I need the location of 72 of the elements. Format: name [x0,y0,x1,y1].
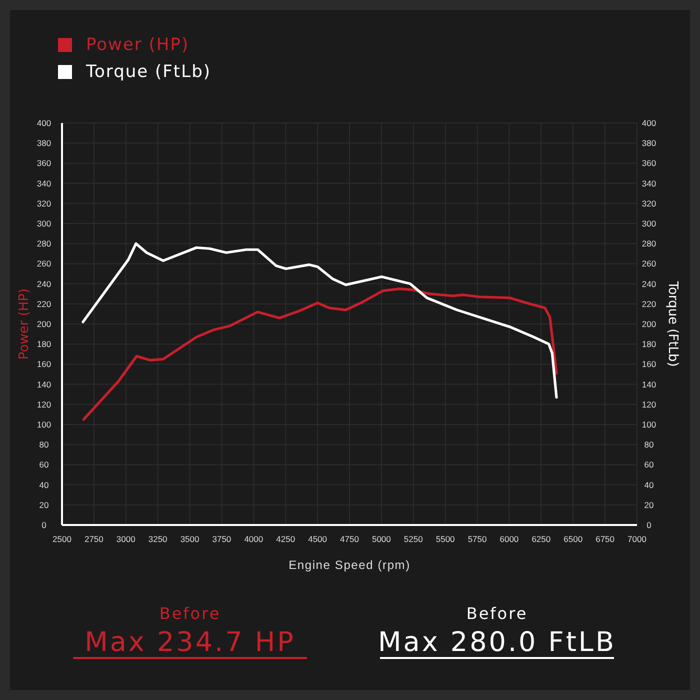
y2-tick-label: 360 [642,158,656,168]
y-tick-label: 280 [36,238,52,249]
y2-tick-label: 220 [642,298,656,309]
x-tick-label: 3500 [180,534,200,544]
y2-tick-label: 400 [642,118,656,128]
y-tick-label: 0 [42,520,47,530]
legend-label: Power (HP) [86,35,190,55]
y-tick-label: 220 [36,298,52,309]
y-tick-label: 20 [39,500,49,510]
x-tick-label: 4000 [244,534,264,544]
y2-tick-label: 140 [642,379,656,390]
line-series [82,288,558,421]
x-tick-label: 5250 [404,534,424,544]
x-tick-label: 7000 [628,534,647,544]
text: Max 280.0 FtLB [378,627,616,658]
text: Before [466,604,528,623]
y2-tick-label: 20 [644,500,654,510]
x-tick-label: 6000 [500,534,519,544]
y-tick-label: 260 [36,258,52,269]
y-tick-label: 200 [36,318,52,329]
y2-tick-label: 340 [642,178,656,188]
x-tick-label: 5000 [372,534,392,544]
x-tick-label: 6750 [596,534,615,544]
x-tick-label: 3750 [212,534,232,544]
y-tick-label: 240 [36,278,52,289]
x-tick-label: 4250 [276,534,296,544]
legend-label: Torque (FtLb) [85,62,211,82]
text: Max 234.7 HP [84,627,296,658]
x-tick-label: 5500 [436,534,456,544]
y2-tick-label: 60 [644,460,654,470]
y-tick-label: 400 [36,118,52,128]
y2-tick-label: 320 [642,198,656,208]
text: Before [159,604,221,623]
x-tick-label: 2500 [52,534,72,544]
y2-tick-label: 160 [642,359,656,370]
y2-tick-label: 260 [642,258,656,269]
y2-axis-title: Torque (FtLb) [665,280,680,367]
y2-tick-label: 380 [642,138,656,148]
y-tick-label: 180 [36,339,52,350]
y2-tick-label: 120 [642,399,656,410]
y2-tick-label: 180 [642,339,656,350]
x-tick-label: 4500 [308,534,328,544]
x-axis-title: Engine Speed (rpm) [288,558,410,572]
y2-tick-label: 100 [642,419,656,430]
y-tick-label: 360 [36,158,52,168]
y2-tick-label: 200 [642,318,656,329]
x-tick-label: 4750 [340,534,360,544]
y-tick-label: 60 [39,460,49,470]
y2-tick-label: 240 [642,278,656,289]
y-tick-label: 300 [36,218,52,228]
y-tick-label: 100 [36,419,52,430]
y-tick-label: 160 [36,359,52,370]
x-tick-label: 6250 [532,534,551,544]
y-tick-label: 140 [36,379,52,390]
x-tick-label: 2750 [84,534,104,544]
y2-tick-label: 300 [642,218,656,228]
y-axis-title: Power (HP) [17,288,32,360]
y2-tick-label: 40 [644,480,654,490]
y-tick-label: 380 [36,138,52,148]
y-tick-label: 120 [36,399,52,410]
y-tick-label: 340 [36,178,52,188]
y-tick-label: 320 [36,198,52,208]
y2-tick-label: 280 [642,238,656,249]
y-tick-label: 80 [39,440,49,450]
y2-tick-label: 80 [644,440,654,450]
x-tick-label: 6500 [564,534,583,544]
x-tick-label: 3000 [116,534,136,544]
line-series [82,242,558,399]
y2-tick-label: 0 [646,520,652,530]
x-tick-label: 3250 [148,534,168,544]
x-tick-label: 5750 [468,534,487,544]
y-tick-label: 40 [39,480,49,490]
